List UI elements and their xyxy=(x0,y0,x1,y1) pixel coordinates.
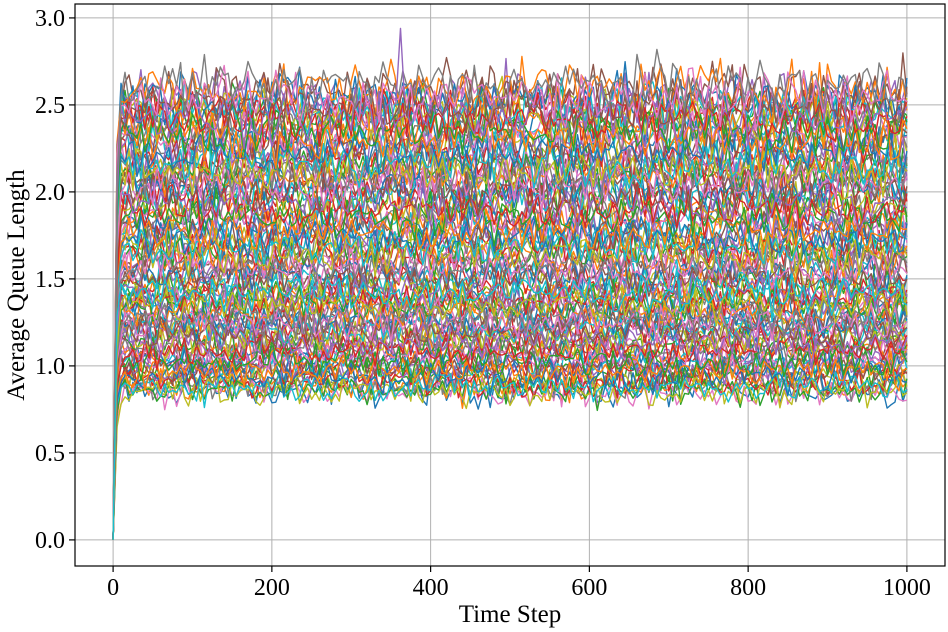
y-tick-label: 0.0 xyxy=(35,528,65,554)
series-line xyxy=(112,361,908,540)
y-tick-label: 2.0 xyxy=(35,180,65,206)
series-line xyxy=(112,370,908,540)
series-line xyxy=(112,256,908,540)
x-axis-title: Time Step xyxy=(459,601,562,628)
series-line xyxy=(112,277,908,540)
series-line xyxy=(112,141,908,540)
series-line xyxy=(112,201,907,540)
series-line xyxy=(112,336,908,540)
series-line xyxy=(112,220,908,540)
x-tick-label: 600 xyxy=(571,575,607,601)
series-line xyxy=(112,74,908,540)
y-tick-label: 0.5 xyxy=(35,441,65,467)
series-line xyxy=(112,48,908,540)
series-line xyxy=(112,102,908,540)
y-tick-label: 1.0 xyxy=(35,354,65,380)
series-line xyxy=(112,238,908,540)
series-line xyxy=(112,367,908,540)
series-line xyxy=(112,371,908,540)
series-line xyxy=(112,325,908,540)
x-tick-label: 400 xyxy=(413,575,449,601)
series-line xyxy=(112,180,908,540)
series-line xyxy=(112,88,908,540)
series-line xyxy=(112,371,908,540)
y-axis-title: Average Queue Length xyxy=(3,169,30,401)
series-line xyxy=(112,173,908,540)
plot-frame xyxy=(74,3,946,567)
series-line xyxy=(112,211,908,540)
series-line xyxy=(112,149,908,540)
series-line xyxy=(112,157,908,540)
series-line xyxy=(112,115,908,540)
x-tick-label: 800 xyxy=(730,575,766,601)
axis-ticks: 0 200 400 600 800 1000 0.0 0.5 1.0 1.5 2.0 2.5 3.0 xyxy=(35,6,931,601)
series-line xyxy=(112,294,908,540)
peak-spike-line xyxy=(395,27,406,105)
series-line xyxy=(112,354,908,540)
series-line xyxy=(112,278,908,540)
y-tick-label: 2.5 xyxy=(35,93,65,119)
series-line xyxy=(112,236,908,540)
x-tick-label: 0 xyxy=(107,575,119,601)
series-line xyxy=(112,268,908,540)
series-line xyxy=(112,317,908,540)
x-tick-label: 200 xyxy=(254,575,290,601)
series-lines xyxy=(112,27,908,540)
series-line xyxy=(112,370,908,540)
x-tick-label: 1000 xyxy=(883,575,931,601)
series-line xyxy=(112,135,908,540)
y-tick-label: 1.5 xyxy=(35,267,65,293)
y-tick-label: 3.0 xyxy=(35,6,65,32)
